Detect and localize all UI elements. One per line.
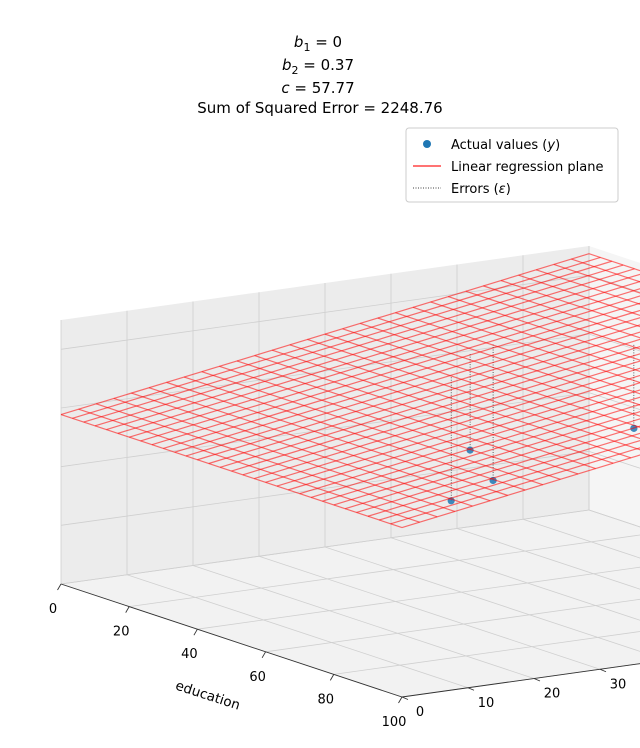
legend-label-errors: Errors (ε) bbox=[451, 182, 511, 197]
y-grid-line bbox=[390, 537, 640, 621]
legend: Actual values (y) Linear regression plan… bbox=[405, 127, 619, 203]
plane-grid-line bbox=[131, 392, 473, 507]
z-grid-line bbox=[60, 450, 590, 526]
x-tick-label: 100 bbox=[382, 715, 407, 730]
plane-grid-line bbox=[219, 365, 561, 480]
y-grid-line bbox=[324, 546, 640, 652]
plane-grid-line bbox=[377, 317, 640, 406]
plane-grid-line bbox=[324, 333, 640, 440]
x-tick-mark bbox=[261, 651, 266, 659]
x-tick-label: 60 bbox=[249, 670, 266, 685]
y-tick-label: 30 bbox=[610, 677, 627, 692]
title-line-b1: b1 = 0 bbox=[294, 33, 342, 54]
legend-label-plane: Linear regression plane bbox=[451, 160, 603, 175]
y-grid-line bbox=[258, 555, 601, 670]
x-tick-mark bbox=[329, 674, 335, 681]
x-tick-mark bbox=[125, 606, 130, 613]
x-tick-label: 40 bbox=[181, 647, 198, 662]
x-tick-mark bbox=[57, 583, 62, 591]
plane-grid-line bbox=[536, 269, 640, 305]
plane-grid-line bbox=[518, 274, 640, 317]
y-tick-label: 0 bbox=[416, 705, 424, 720]
plane-grid-line bbox=[412, 306, 640, 384]
chart-title: b1 = 0 b2 = 0.37 c = 57.77 Sum of Square… bbox=[197, 33, 442, 117]
title-line-c: c = 57.77 bbox=[281, 79, 354, 97]
axis-lines bbox=[60, 583, 640, 698]
y-grid-line bbox=[126, 574, 469, 689]
y-tick-label: 10 bbox=[478, 696, 495, 711]
plane-grid-line bbox=[483, 285, 640, 339]
y-axis-line bbox=[401, 663, 640, 698]
y-tick-mark bbox=[599, 668, 607, 673]
plane-grid-line bbox=[395, 312, 640, 395]
plane-grid-line bbox=[184, 376, 526, 491]
y-grid-line bbox=[456, 528, 640, 590]
plane-grid-line bbox=[96, 403, 438, 518]
plane-grid-line bbox=[571, 258, 640, 283]
plane-grid-line bbox=[236, 360, 579, 475]
y-tick-mark bbox=[401, 696, 409, 700]
legend-box bbox=[405, 127, 619, 203]
z-grid-line bbox=[60, 392, 590, 468]
legend-marker-points bbox=[423, 140, 431, 148]
x-tick-label: 20 bbox=[113, 625, 130, 640]
x-tick-label: 0 bbox=[49, 602, 57, 617]
y-tick-mark bbox=[533, 678, 541, 682]
plane-grid-line bbox=[60, 413, 403, 529]
plane-grid-line bbox=[166, 381, 508, 496]
plane-grid-line bbox=[500, 279, 640, 328]
floor-pane bbox=[61, 510, 640, 697]
plane-grid-line bbox=[465, 290, 640, 350]
title-line-b2: b2 = 0.37 bbox=[282, 56, 354, 77]
x-tick-label: 80 bbox=[318, 692, 335, 707]
y-grid-line bbox=[522, 518, 640, 559]
x-axis-label: education bbox=[173, 678, 242, 714]
x-tick-mark bbox=[193, 628, 198, 636]
plane-grid-line bbox=[148, 387, 491, 502]
z-grid-line bbox=[60, 509, 590, 585]
plane-grid-line bbox=[553, 263, 640, 294]
plane-grid-line bbox=[289, 344, 631, 459]
legend-label-points: Actual values (y) bbox=[451, 138, 560, 153]
plane-grid-line bbox=[254, 355, 596, 470]
regression-plane bbox=[60, 253, 640, 529]
x-tick-mark bbox=[398, 696, 403, 704]
y-grid-line bbox=[192, 565, 535, 679]
x-axis-line bbox=[60, 583, 403, 698]
plane-grid-line bbox=[430, 301, 640, 372]
y-tick-label: 20 bbox=[544, 687, 561, 702]
plane-grid-line bbox=[201, 371, 543, 486]
plane-grid-line bbox=[307, 338, 640, 451]
y-tick-mark bbox=[467, 687, 475, 691]
plane-grid-line bbox=[360, 322, 640, 417]
tick-labels: 02040608010001020304050607080020406080 bbox=[49, 583, 627, 730]
plane-grid-line bbox=[272, 349, 614, 464]
plane-grid-line bbox=[78, 408, 420, 523]
title-line-sse: Sum of Squared Error = 2248.76 bbox=[197, 99, 442, 117]
plane-grid-line bbox=[113, 397, 455, 513]
plane-grid-line bbox=[342, 328, 640, 428]
z-grid-line bbox=[60, 333, 590, 409]
plane-grid-line bbox=[448, 296, 640, 361]
